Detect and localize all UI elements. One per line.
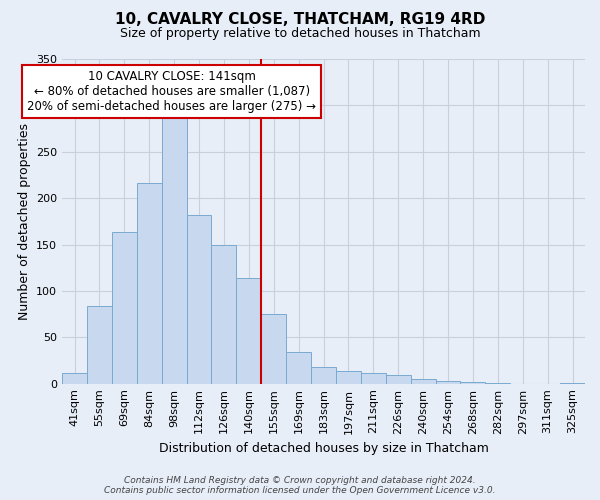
Bar	[236, 278, 261, 384]
Bar	[286, 352, 311, 384]
Bar	[560, 383, 585, 384]
Bar	[386, 376, 410, 384]
Bar	[485, 383, 510, 384]
Text: 10, CAVALRY CLOSE, THATCHAM, RG19 4RD: 10, CAVALRY CLOSE, THATCHAM, RG19 4RD	[115, 12, 485, 28]
Bar	[187, 215, 211, 384]
Bar	[460, 382, 485, 384]
Text: Size of property relative to detached houses in Thatcham: Size of property relative to detached ho…	[119, 28, 481, 40]
Bar	[311, 367, 336, 384]
Bar	[87, 306, 112, 384]
Bar	[62, 374, 87, 384]
Bar	[112, 232, 137, 384]
Bar	[436, 381, 460, 384]
Bar	[137, 184, 161, 384]
Y-axis label: Number of detached properties: Number of detached properties	[17, 123, 31, 320]
Text: Contains HM Land Registry data © Crown copyright and database right 2024.
Contai: Contains HM Land Registry data © Crown c…	[104, 476, 496, 495]
Bar	[336, 370, 361, 384]
Text: 10 CAVALRY CLOSE: 141sqm
← 80% of detached houses are smaller (1,087)
20% of sem: 10 CAVALRY CLOSE: 141sqm ← 80% of detach…	[27, 70, 316, 113]
Bar	[361, 372, 386, 384]
Bar	[261, 314, 286, 384]
Bar	[211, 244, 236, 384]
Bar	[410, 379, 436, 384]
X-axis label: Distribution of detached houses by size in Thatcham: Distribution of detached houses by size …	[158, 442, 488, 455]
Bar	[161, 118, 187, 384]
